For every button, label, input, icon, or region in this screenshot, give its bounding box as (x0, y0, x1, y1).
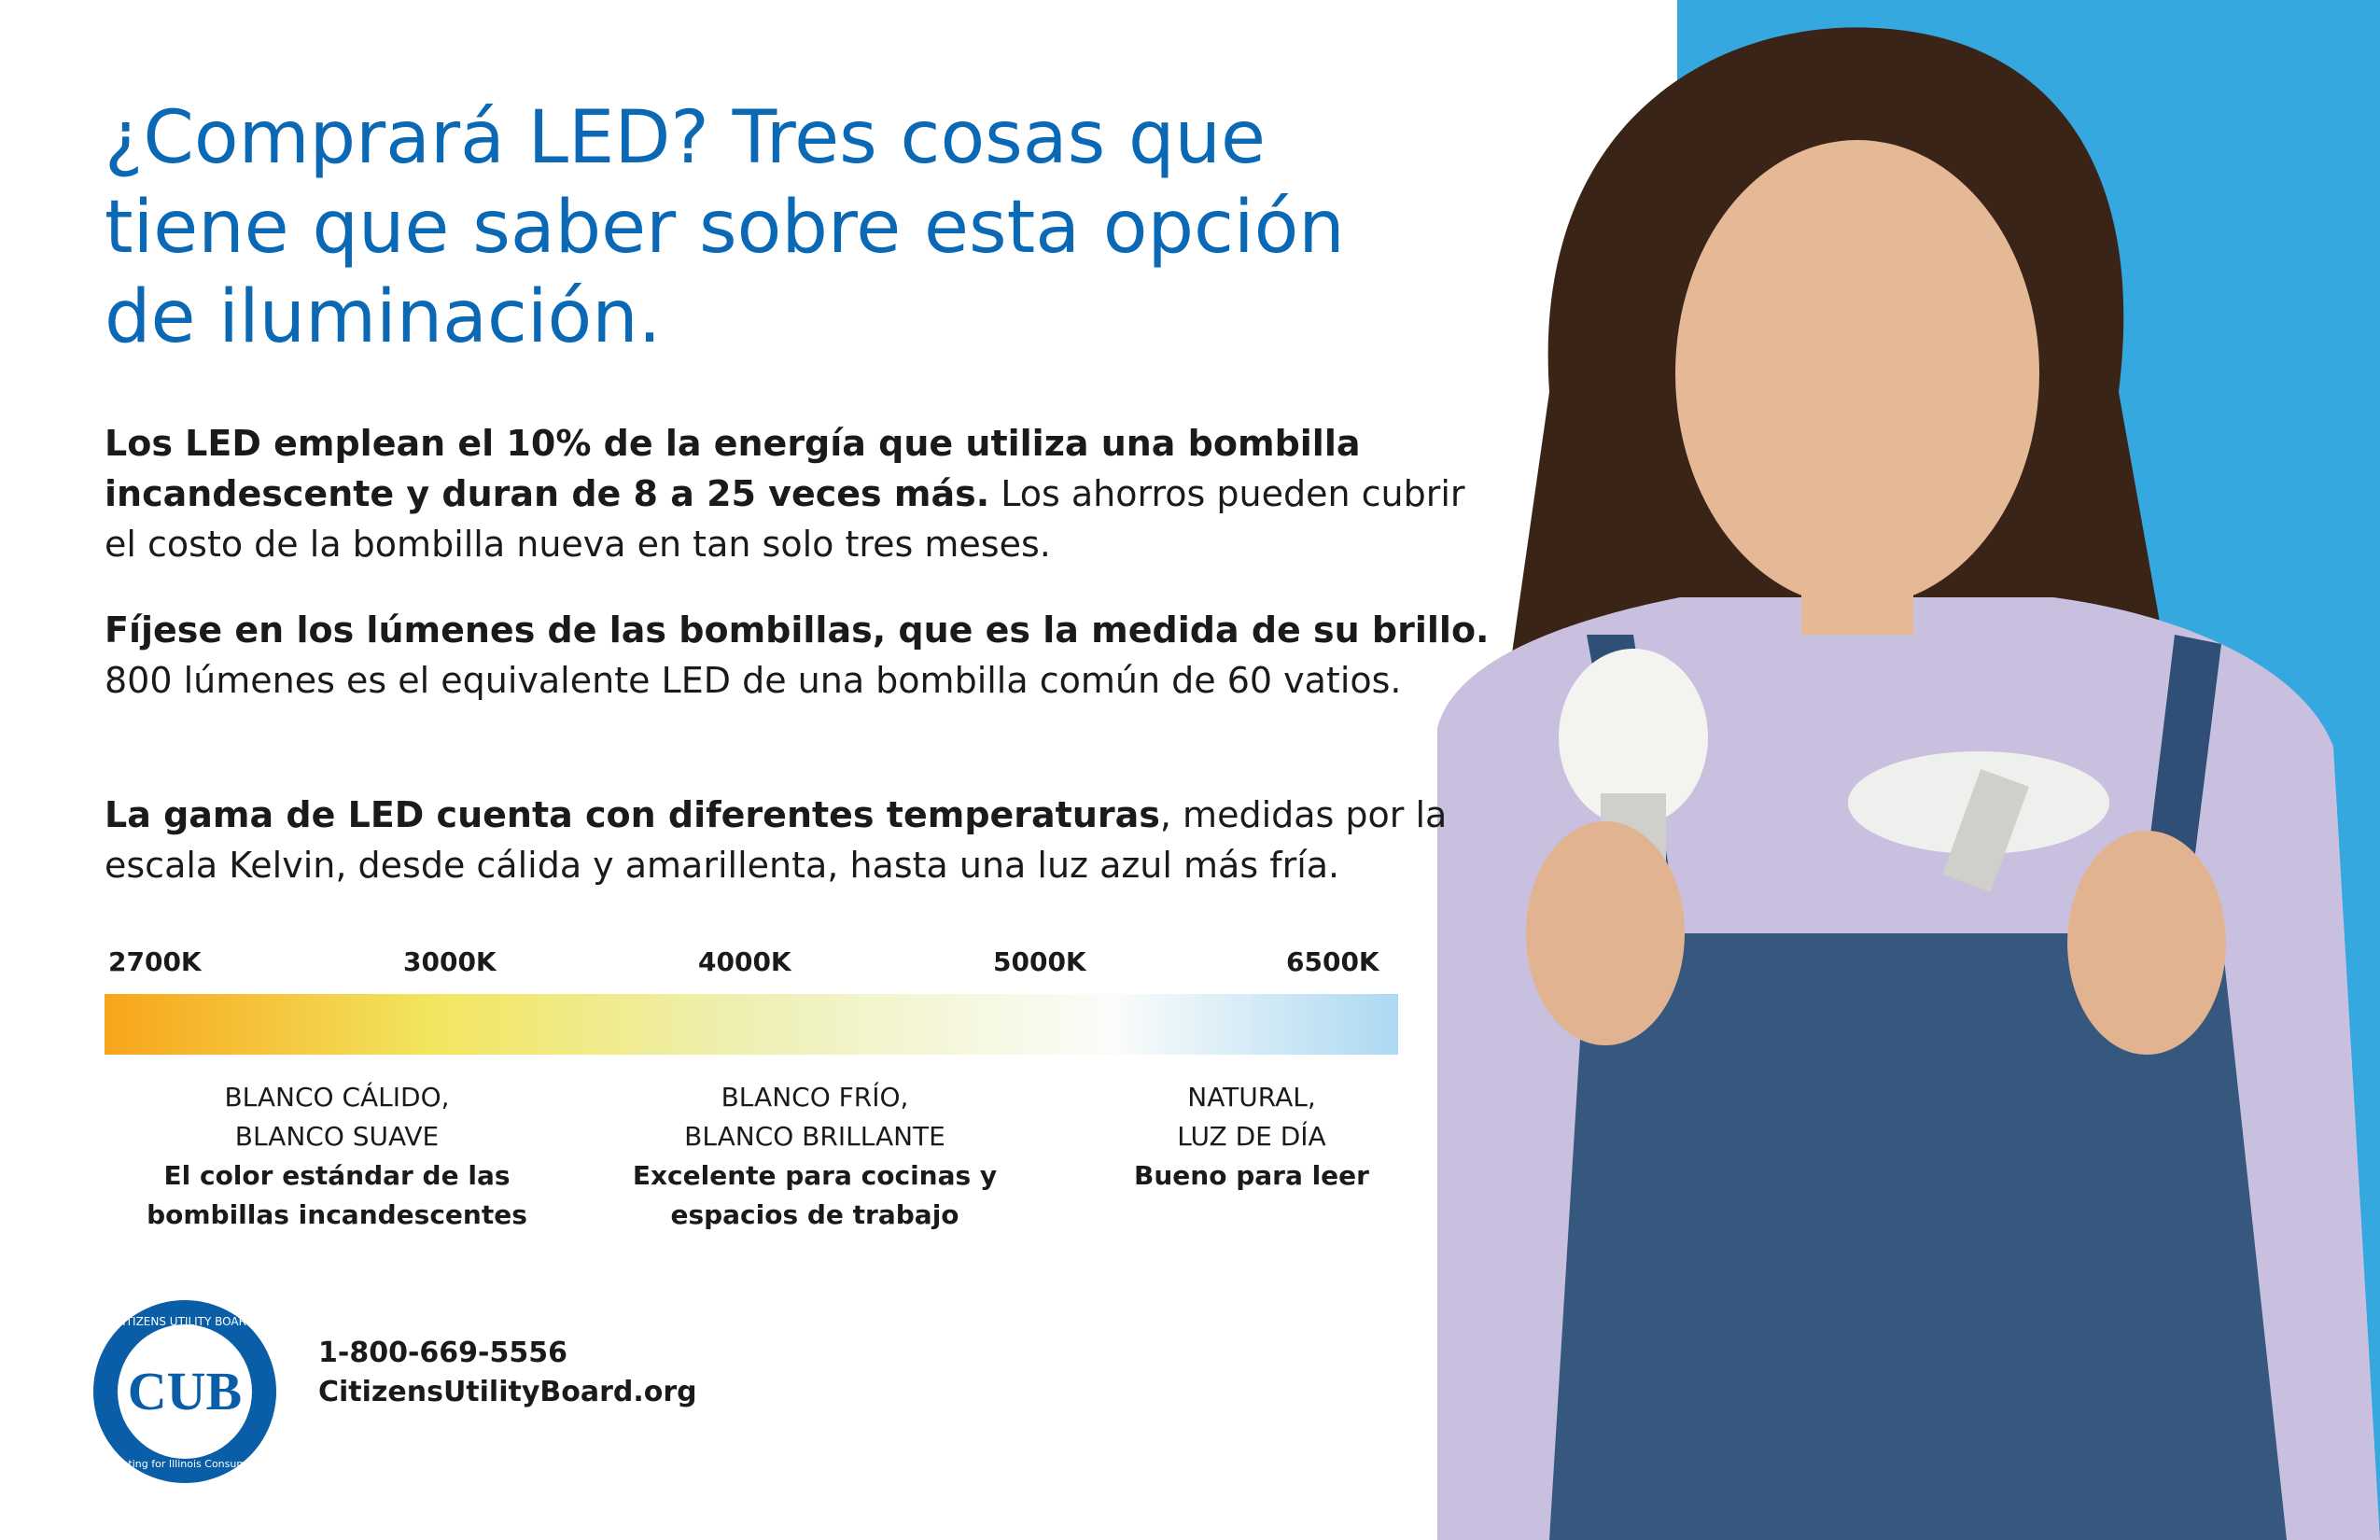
group-desc: El color estándar de las (163, 1160, 511, 1191)
website[interactable]: CitizensUtilityBoard.org (318, 1376, 697, 1408)
text: 800 lúmenes es el equivalente LED de una… (105, 660, 1402, 701)
phone: 1-800-669-5556 (318, 1337, 567, 1369)
temperature-group: BLANCO CÁLIDO, BLANCO SUAVE El color est… (76, 1078, 598, 1235)
paragraph: La gama de LED cuenta con diferentes tem… (105, 790, 1505, 890)
logo-ring-bottom: Fighting for Illinois Consumers (107, 1458, 262, 1470)
group-title: BLANCO BRILLANTE (684, 1121, 945, 1152)
group-desc: espacios de trabajo (670, 1199, 959, 1230)
kelvin-gradient-bar (105, 994, 1398, 1055)
kelvin-label: 4000K (698, 946, 791, 977)
paragraph: Los LED emplean el 10% de la energía que… (105, 418, 1505, 569)
group-title: BLANCO FRÍO, (721, 1082, 909, 1113)
logo-text: CUB (128, 1361, 242, 1421)
kelvin-label: 2700K (108, 946, 202, 977)
title: ¿Comprará LED? Tres cosas que tiene que … (105, 93, 1345, 362)
title-line: de iluminación. (105, 275, 662, 359)
temperature-group: NATURAL, LUZ DE DÍA Bueno para leer (990, 1078, 1513, 1196)
text: , medidas por la escala Kelvin, desde cá… (105, 794, 1448, 886)
title-line: ¿Comprará LED? Tres cosas que (105, 96, 1266, 180)
kelvin-label: 3000K (403, 946, 497, 977)
group-desc: bombillas incandescentes (147, 1199, 527, 1230)
group-title: NATURAL, (1187, 1082, 1316, 1113)
bold-text: La gama de LED cuenta con diferentes tem… (105, 794, 1160, 835)
group-desc: Bueno para leer (1134, 1160, 1369, 1191)
group-desc: Excelente para cocinas y (632, 1160, 998, 1191)
paragraph: Fíjese en los lúmenes de las bombillas, … (105, 605, 1505, 706)
kelvin-label: 5000K (993, 946, 1086, 977)
title-line: tiene que saber sobre esta opción (105, 186, 1345, 270)
kelvin-label: 6500K (1286, 946, 1379, 977)
photo-woman (1437, 27, 2380, 1540)
text: Los ahorros pueden cubrir el costo de la… (105, 473, 1465, 565)
temperature-group: BLANCO FRÍO, BLANCO BRILLANTE Excelente … (553, 1078, 1076, 1235)
logo-ring-top: CITIZENS UTILITY BOARD (115, 1315, 255, 1328)
bold-text: Fíjese en los lúmenes de las bombillas, … (105, 609, 1490, 651)
group-title: BLANCO SUAVE (234, 1121, 440, 1152)
bold-text: Los LED emplean el 10% de la energía que… (105, 423, 1361, 514)
group-title: LUZ DE DÍA (1177, 1121, 1326, 1152)
group-title: BLANCO CÁLIDO, (224, 1082, 450, 1113)
cub-logo: CUB CITIZENS UTILITY BOARD Fighting for … (93, 1300, 276, 1483)
